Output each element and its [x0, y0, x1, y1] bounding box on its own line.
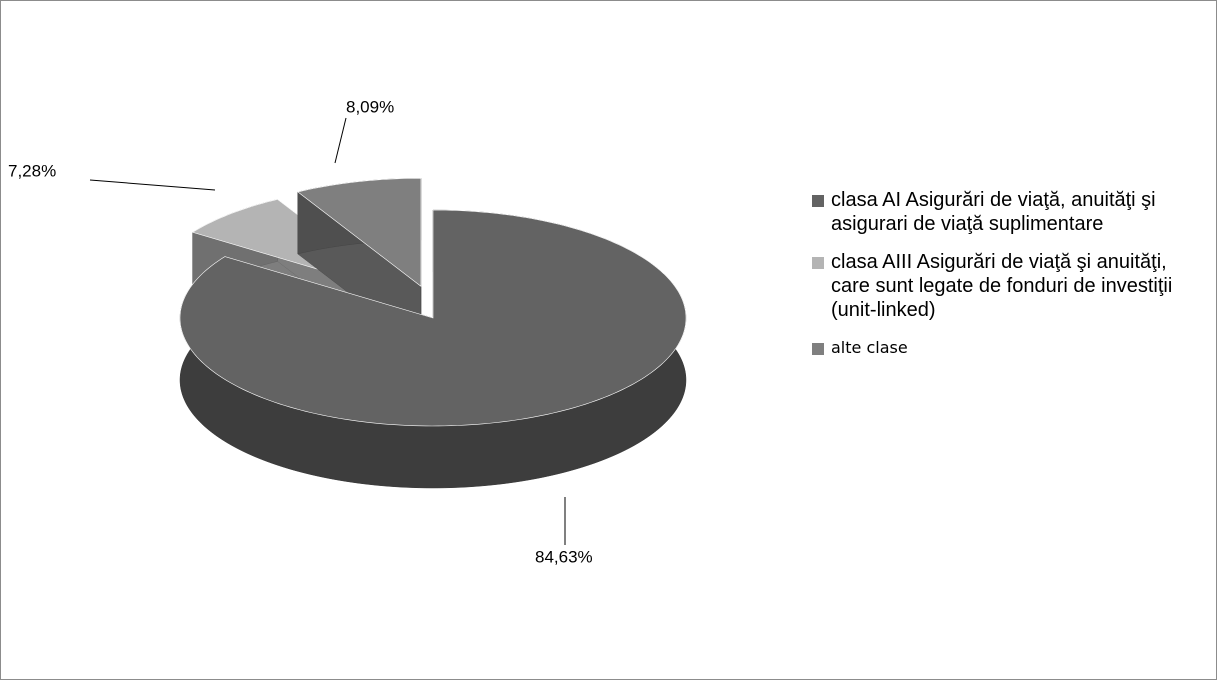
legend-item: clasa AI Asigurări de viaţă, anuităţi şi… — [812, 188, 1207, 236]
slice — [179, 209, 687, 489]
leader-line — [334, 117, 347, 164]
data-label: 84,63% — [535, 547, 593, 566]
legend-item: clasa AIII Asigurări de viaţă şi anuităţ… — [812, 250, 1207, 322]
legend-item: alte clase — [812, 336, 1207, 360]
leader-line — [89, 179, 216, 191]
legend-label: clasa AI Asigurări de viaţă, anuităţi şi… — [831, 189, 1156, 235]
slice-top — [297, 177, 422, 287]
pie — [179, 177, 687, 489]
legend-swatch — [812, 195, 824, 207]
data-label: 8,09% — [346, 97, 394, 116]
data-label: 7,28% — [8, 161, 56, 180]
slice-top — [179, 209, 687, 427]
legend-label: alte clase — [831, 338, 908, 357]
legend: clasa AI Asigurări de viaţă, anuităţi şi… — [812, 188, 1207, 374]
legend-swatch — [812, 257, 824, 269]
legend-swatch — [812, 343, 824, 355]
legend-label: clasa AIII Asigurări de viaţă şi anuităţ… — [831, 251, 1173, 321]
